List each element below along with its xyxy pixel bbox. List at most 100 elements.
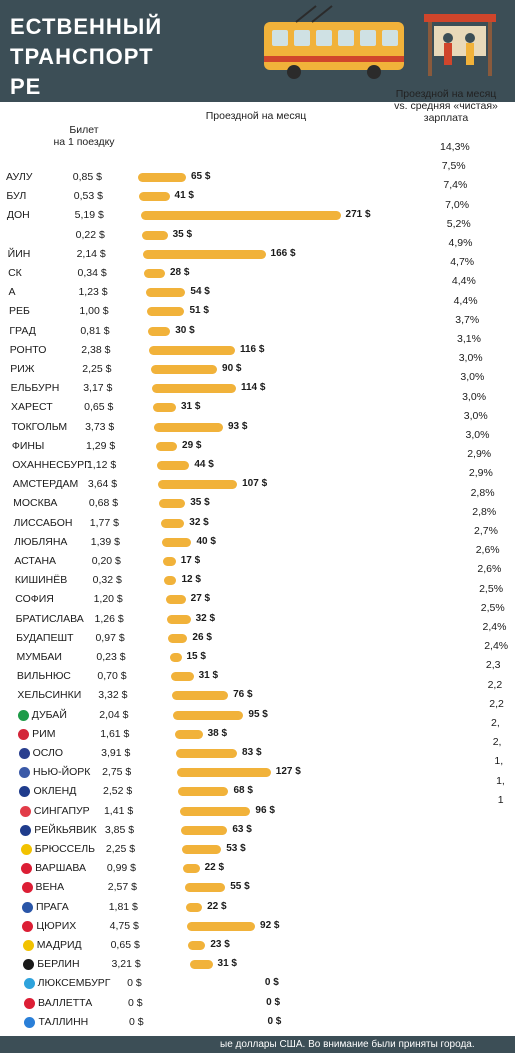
city-label: АСТАНА bbox=[14, 555, 57, 567]
ticket-price: 0,53 $ bbox=[73, 190, 103, 203]
monthly-pass-bar bbox=[188, 941, 206, 950]
monthly-pass-value: 54 $ bbox=[190, 286, 210, 298]
salary-ratio-value: 1 bbox=[497, 793, 504, 806]
monthly-pass-bar bbox=[140, 211, 341, 221]
ticket-price: 0,22 $ bbox=[75, 228, 105, 241]
monthly-pass-value: 95 $ bbox=[248, 708, 268, 720]
monthly-pass-bar bbox=[175, 749, 238, 758]
monthly-pass-value: 63 $ bbox=[232, 823, 252, 835]
ticket-price: 5,19 $ bbox=[74, 209, 104, 222]
ticket-price: 0,65 $ bbox=[84, 401, 114, 414]
ticket-price: 0,81 $ bbox=[80, 324, 110, 337]
monthly-pass-bar bbox=[189, 960, 213, 970]
city-label: А bbox=[8, 286, 16, 299]
ticket-price: 2,04 $ bbox=[99, 708, 129, 721]
monthly-pass-bar bbox=[143, 249, 266, 259]
ticket-price: 1,41 $ bbox=[103, 804, 134, 817]
salary-ratio-value: 1, bbox=[496, 774, 505, 787]
salary-ratio-value: 4,7% bbox=[450, 256, 475, 269]
country-flag-icon bbox=[17, 709, 29, 721]
banner-title: ЕСТВЕННЫЙ ТРАНСПОРТ РЕ bbox=[10, 14, 163, 99]
monthly-pass-value: 12 $ bbox=[181, 574, 201, 586]
monthly-pass-bar bbox=[164, 576, 177, 586]
monthly-pass-value: 31 $ bbox=[180, 401, 201, 413]
monthly-pass-value: 23 $ bbox=[210, 939, 230, 950]
monthly-pass-value: 65 $ bbox=[190, 171, 211, 182]
city-label: БУЛ bbox=[6, 190, 27, 203]
ticket-price: 0,32 $ bbox=[92, 574, 122, 587]
monthly-pass-value: 40 $ bbox=[196, 535, 216, 547]
monthly-pass-bar bbox=[159, 499, 186, 509]
monthly-pass-value: 76 $ bbox=[233, 689, 253, 701]
monthly-pass-bar bbox=[160, 518, 185, 528]
monthly-pass-value: 83 $ bbox=[242, 747, 262, 758]
salary-ratio-value: 2,2 bbox=[487, 678, 503, 691]
monthly-pass-bar bbox=[166, 614, 191, 624]
city-label: ОХАННЕСБУРГ bbox=[12, 459, 90, 471]
country-flag-icon bbox=[20, 844, 32, 855]
city-label: ВИЛЬНЮС bbox=[16, 670, 71, 683]
monthly-pass-bar bbox=[169, 653, 182, 662]
country-flag-icon bbox=[23, 959, 35, 971]
ticket-price: 0,70 $ bbox=[97, 670, 127, 683]
ticket-price: 0,34 $ bbox=[77, 267, 107, 279]
city-label: ЛЮБЛЯНА bbox=[13, 535, 68, 548]
monthly-pass-bar bbox=[145, 288, 186, 298]
city-label: АУЛУ bbox=[6, 171, 33, 183]
monthly-pass-bar bbox=[153, 403, 176, 413]
city-label: СОФИЯ bbox=[15, 593, 54, 606]
city-label: ДОН bbox=[6, 209, 30, 222]
monthly-pass-bar bbox=[141, 230, 168, 240]
city-label: ОСЛО bbox=[32, 747, 64, 759]
footer-banner: ые доллары США. Во внимание были приняты… bbox=[0, 1036, 515, 1053]
salary-ratio-value: 2,4% bbox=[482, 621, 507, 633]
city-label: ГРАД bbox=[9, 324, 36, 337]
salary-ratio-value: 2,5% bbox=[479, 582, 504, 595]
monthly-pass-value: 107 $ bbox=[242, 478, 268, 490]
monthly-pass-bar bbox=[156, 461, 190, 470]
header-banner: ЕСТВЕННЫЙ ТРАНСПОРТ РЕ bbox=[0, 0, 515, 102]
ticket-price: 0,23 $ bbox=[96, 651, 126, 663]
country-flag-icon bbox=[21, 901, 33, 913]
monthly-pass-value: 55 $ bbox=[230, 881, 250, 893]
salary-ratio-value: 2,6% bbox=[477, 563, 502, 576]
monthly-pass-value: 17 $ bbox=[180, 555, 201, 566]
salary-ratio-value: 3,0% bbox=[458, 352, 483, 365]
monthly-pass-value: 90 $ bbox=[222, 363, 242, 374]
salary-ratio-value: 2,6% bbox=[475, 544, 500, 557]
monthly-pass-bar bbox=[185, 902, 203, 912]
city-label: ПРАГА bbox=[35, 900, 69, 913]
salary-ratio-value: 3,1% bbox=[457, 333, 481, 345]
city-label: ЙИН bbox=[7, 247, 31, 260]
ticket-price: 2,38 $ bbox=[81, 343, 111, 356]
salary-ratio-value: 2,8% bbox=[472, 505, 497, 518]
ticket-price: 2,75 $ bbox=[102, 766, 132, 779]
monthly-pass-bar bbox=[149, 345, 235, 355]
bus-stop-illustration bbox=[424, 14, 496, 76]
ticket-price: 1,61 $ bbox=[100, 727, 130, 740]
city-label: МОСКВА bbox=[13, 497, 58, 510]
monthly-pass-value: 38 $ bbox=[207, 727, 228, 739]
ticket-price: 0 $ bbox=[128, 996, 143, 1009]
ticket-price: 1,39 $ bbox=[90, 535, 120, 548]
salary-ratio-value: 5,2% bbox=[446, 217, 471, 230]
city-label: МАДРИД bbox=[36, 939, 82, 951]
monthly-pass-value: 53 $ bbox=[226, 843, 246, 854]
city-label: ЛЮКСЕМБУРГ bbox=[37, 977, 111, 990]
salary-ratio-value: 2,9% bbox=[468, 467, 493, 480]
country-flag-icon bbox=[24, 1016, 36, 1028]
monthly-pass-bar bbox=[173, 710, 244, 720]
city-label: СК bbox=[8, 267, 22, 279]
salary-ratio-value: 2,9% bbox=[467, 448, 492, 461]
monthly-pass-bar bbox=[172, 691, 229, 701]
city-label: РОНТО bbox=[9, 343, 47, 356]
monthly-pass-value: 114 $ bbox=[240, 382, 266, 394]
ticket-price: 0,65 $ bbox=[110, 939, 140, 951]
salary-ratio-value: 2,3 bbox=[485, 659, 501, 672]
city-label: ТАЛЛИНН bbox=[38, 1015, 89, 1028]
ticket-price: 4,75 $ bbox=[109, 919, 139, 932]
country-flag-icon bbox=[24, 997, 36, 1009]
monthly-pass-bar bbox=[168, 633, 188, 643]
salary-ratio-value: 2,7% bbox=[474, 525, 498, 537]
monthly-pass-bar bbox=[158, 480, 238, 490]
